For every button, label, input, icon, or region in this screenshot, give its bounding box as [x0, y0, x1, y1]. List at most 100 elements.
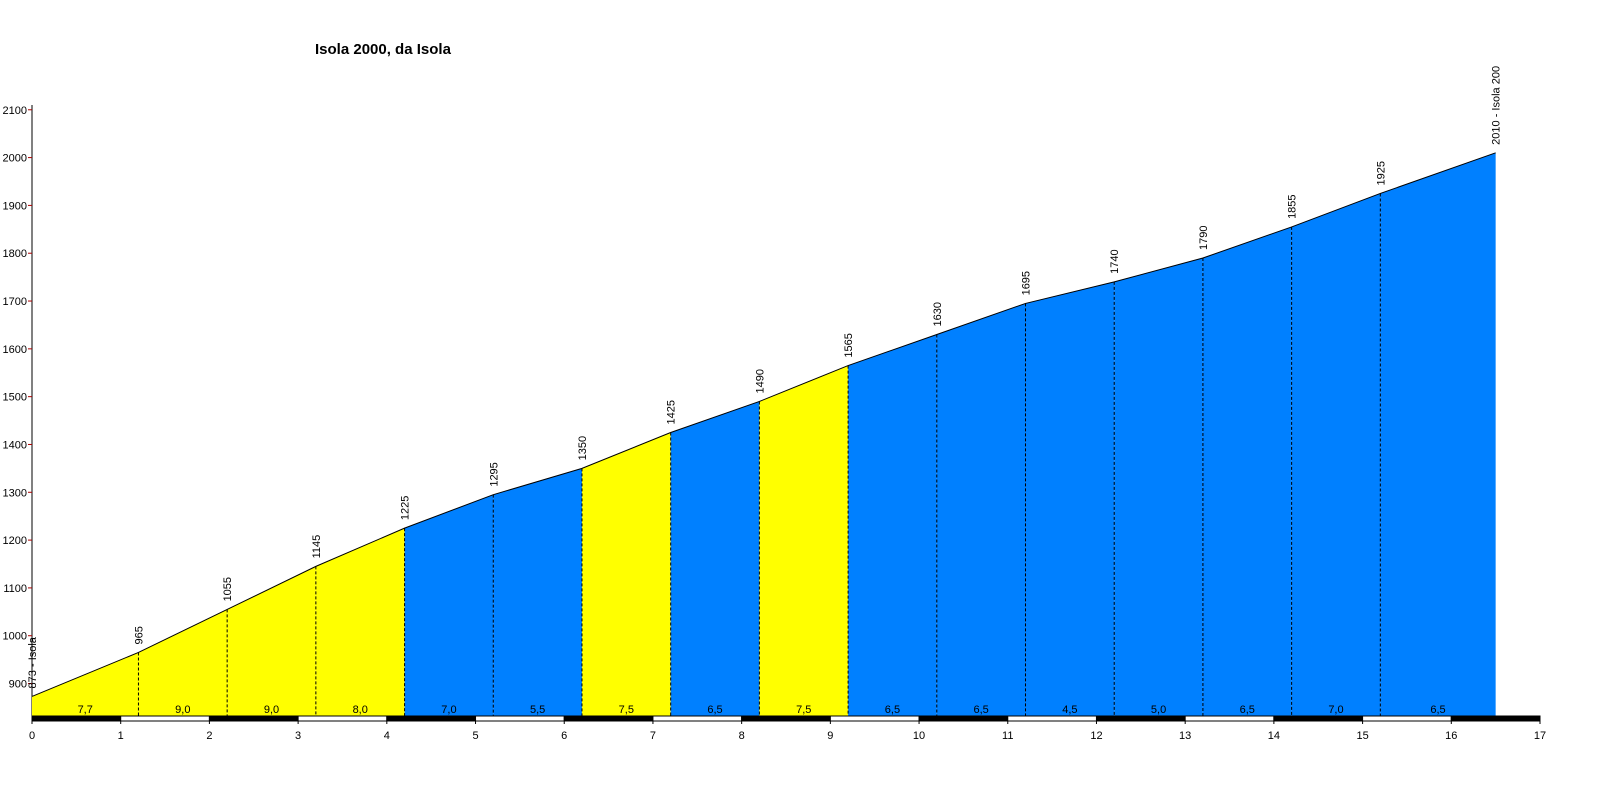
gradient-label: 8,0: [353, 704, 368, 716]
elevation-label: 1630: [932, 302, 944, 326]
gradient-label: 7,5: [619, 704, 634, 716]
elevation-label: 1350: [577, 436, 589, 460]
gradient-label: 5,5: [530, 704, 545, 716]
segment: [32, 652, 139, 717]
elevation-label: 1925: [1375, 161, 1387, 185]
x-tick-label: 16: [1445, 730, 1457, 742]
x-tick-label: 2: [206, 730, 212, 742]
y-tick-label: 1000: [3, 631, 27, 643]
x-tick-label: 4: [384, 730, 390, 742]
gradient-label: 7,7: [78, 704, 93, 716]
x-tick-label: 10: [913, 730, 925, 742]
segment: [138, 609, 228, 717]
gradient-label: 7,0: [441, 704, 456, 716]
km-strip: [1450, 715, 1541, 722]
km-strip: [1095, 715, 1186, 722]
elevation-label: 1855: [1287, 194, 1299, 218]
y-tick-label: 1100: [3, 583, 27, 595]
elevation-label: 1740: [1109, 249, 1121, 273]
segment: [670, 401, 760, 717]
elevation-label: 1790: [1198, 226, 1210, 250]
y-tick-label: 1400: [3, 439, 27, 451]
x-tick-label: 8: [739, 730, 745, 742]
km-strip: [563, 715, 654, 722]
segment: [581, 432, 671, 717]
gradient-label: 9,0: [175, 704, 190, 716]
segment: [936, 303, 1026, 717]
y-tick-label: 900: [9, 679, 27, 691]
gradient-label: 7,5: [796, 704, 811, 716]
x-tick-label: 0: [29, 730, 35, 742]
y-tick-label: 1900: [3, 200, 27, 212]
km-strip: [652, 715, 743, 722]
km-strip: [297, 715, 388, 722]
x-tick-label: 5: [472, 730, 478, 742]
x-tick-label: 17: [1534, 730, 1546, 742]
x-tick-label: 9: [827, 730, 833, 742]
x-tick-label: 15: [1356, 730, 1368, 742]
segment: [1291, 193, 1381, 717]
elevation-label: 1225: [400, 496, 412, 520]
gradient-label: 6,5: [974, 704, 989, 716]
gradient-label: 5,0: [1151, 704, 1166, 716]
segment: [759, 365, 849, 717]
gradient-label: 4,5: [1062, 704, 1077, 716]
gradient-label: 6,5: [707, 704, 722, 716]
gradient-label: 6,5: [885, 704, 900, 716]
segment: [1025, 281, 1115, 717]
elevation-label: 1295: [488, 462, 500, 486]
gradient-label: 9,0: [264, 704, 279, 716]
elevation-label: 1695: [1021, 271, 1033, 295]
x-tick-label: 14: [1268, 730, 1280, 742]
segment: [1114, 258, 1203, 717]
profile-line: [31, 152, 1496, 697]
km-strip: [1273, 715, 1364, 722]
y-tick-label: 2000: [3, 153, 27, 165]
y-tick-label: 1600: [3, 344, 27, 356]
gradient-label: 6,5: [1240, 704, 1255, 716]
segment: [315, 528, 405, 717]
x-tick-label: 3: [295, 730, 301, 742]
km-strip: [918, 715, 1009, 722]
km-strip: [475, 715, 565, 722]
x-tick-label: 7: [650, 730, 656, 742]
y-tick-label: 1800: [3, 248, 27, 260]
elevation-label: 873 - Isola: [27, 636, 39, 688]
y-tick-label: 1200: [3, 535, 27, 547]
segment: [493, 468, 582, 717]
gradient-label: 7,0: [1328, 704, 1343, 716]
km-strip: [1184, 715, 1275, 722]
x-tick-label: 12: [1090, 730, 1102, 742]
segment: [848, 334, 937, 717]
km-strip: [1007, 715, 1097, 722]
elevation-label: 1565: [843, 333, 855, 357]
elevation-label: 1055: [222, 577, 234, 601]
elevation-label: 1490: [754, 369, 766, 393]
km-strip: [829, 715, 920, 722]
elevation-label: 2010 - Isola 200: [1491, 66, 1503, 145]
y-tick-label: 1700: [3, 296, 27, 308]
elevation-label: 1425: [666, 400, 678, 424]
km-strip: [208, 715, 299, 722]
x-tick-label: 6: [561, 730, 567, 742]
x-tick-label: 11: [1002, 730, 1013, 742]
km-strip: [120, 715, 210, 722]
segment: [404, 494, 494, 717]
km-strip: [741, 715, 831, 722]
y-tick-label: 2100: [3, 105, 27, 117]
segment: [1380, 152, 1496, 717]
x-tick-label: 1: [118, 730, 124, 742]
y-tick-label: 1300: [3, 487, 27, 499]
x-tick-label: 13: [1179, 730, 1191, 742]
segment: [1202, 226, 1292, 717]
y-tick-label: 1500: [3, 392, 27, 404]
elevation-label: 965: [133, 626, 145, 644]
chart-title: Isola 2000, da Isola: [315, 41, 452, 58]
km-strip: [386, 715, 477, 722]
km-strip: [1362, 715, 1452, 722]
gradient-label: 6,5: [1430, 704, 1445, 716]
segment: [227, 566, 316, 717]
km-strip: [31, 715, 122, 722]
elevation-label: 1145: [311, 535, 323, 559]
